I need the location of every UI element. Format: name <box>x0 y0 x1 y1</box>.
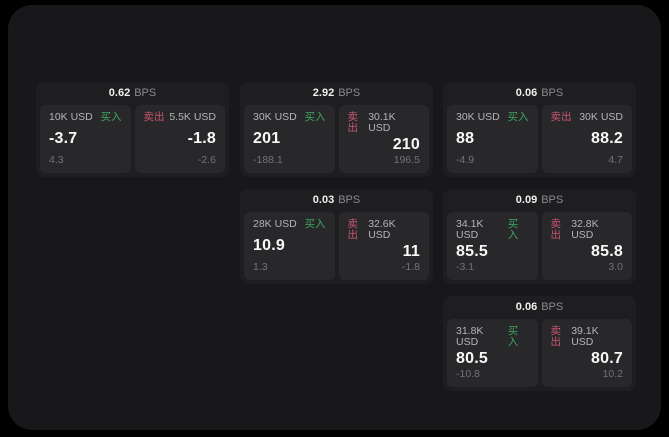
spread-value: 0.06 <box>515 301 538 313</box>
quote-panels: 10K USD 买入 -3.7 4.3 卖出 5.5K USD -1.8 -2.… <box>36 105 229 173</box>
buy-label: 买入 <box>100 111 122 123</box>
buy-label: 买入 <box>304 111 326 123</box>
buy-amount: 28K USD <box>253 218 297 230</box>
buy-tile[interactable]: 30K USD 买入 201 -188.1 <box>244 105 335 173</box>
buy-price: 80.5 <box>456 349 488 367</box>
sell-price: -1.8 <box>187 130 216 147</box>
sell-delta: 3.0 <box>608 261 623 273</box>
spread-value: 0.09 <box>515 194 538 206</box>
sell-delta: 10.2 <box>602 368 623 380</box>
sell-amount: 39.1K USD <box>571 325 599 348</box>
buy-amount: 30K USD <box>253 111 297 123</box>
buy-delta: -10.8 <box>456 368 480 380</box>
buy-label: 买入 <box>507 111 529 123</box>
sell-amount: 32.8K USD <box>571 218 599 241</box>
buy-label: 买入 <box>507 325 519 348</box>
sell-amount: 5.5K USD <box>169 111 216 123</box>
buy-price: 88 <box>456 130 475 147</box>
buy-price: 10.9 <box>253 237 285 254</box>
buy-amount: 30K USD <box>456 111 500 123</box>
sell-amount: 30K USD <box>579 111 623 123</box>
buy-delta: 4.3 <box>49 154 64 166</box>
quote-panels: 30K USD 买入 88 -4.9 卖出 30K USD 88.2 4.7 <box>443 105 636 173</box>
buy-label: 买入 <box>304 218 326 230</box>
buy-amount: 10K USD <box>49 111 93 123</box>
spread-value: 0.03 <box>312 194 335 206</box>
sell-tile[interactable]: 卖出 30.1K USD 210 196.5 <box>338 105 429 173</box>
sell-delta: 4.7 <box>608 154 623 166</box>
sell-tile[interactable]: 卖出 39.1K USD 80.7 10.2 <box>541 319 632 387</box>
quote-panels: 34.1K USD 买入 85.5 -3.1 卖出 32.8K USD 85.8… <box>443 212 636 280</box>
sell-label: 卖出 <box>550 218 562 241</box>
buy-tile[interactable]: 31.8K USD 买入 80.5 -10.8 <box>447 319 538 387</box>
sell-tile[interactable]: 卖出 5.5K USD -1.8 -2.6 <box>134 105 225 173</box>
spread-unit: BPS <box>338 87 361 99</box>
app-window: 0.62 BPS 10K USD 买入 -3.7 4.3 卖出 5.5K USD <box>8 5 661 430</box>
buy-amount: 34.1K USD <box>456 218 484 241</box>
buy-price: 85.5 <box>456 242 488 260</box>
spread-unit: BPS <box>134 87 157 99</box>
buy-tile[interactable]: 30K USD 买入 88 -4.9 <box>447 105 538 173</box>
sell-label: 卖出 <box>550 325 562 348</box>
spread-value: 0.62 <box>108 87 131 99</box>
spread-header: 0.62 BPS <box>36 82 229 105</box>
sell-label: 卖出 <box>347 111 359 134</box>
quote-panels: 31.8K USD 买入 80.5 -10.8 卖出 39.1K USD 80.… <box>443 319 636 387</box>
buy-tile[interactable]: 28K USD 买入 10.9 1.3 <box>244 212 335 280</box>
buy-delta: -3.1 <box>456 261 475 273</box>
spread-header: 0.06 BPS <box>443 296 636 319</box>
buy-delta: -4.9 <box>456 154 475 166</box>
quote-panels: 30K USD 买入 201 -188.1 卖出 30.1K USD 210 1… <box>240 105 433 173</box>
buy-delta: -188.1 <box>253 154 283 166</box>
sell-tile[interactable]: 卖出 32.6K USD 11 -1.8 <box>338 212 429 280</box>
buy-amount: 31.8K USD <box>456 325 484 348</box>
spread-unit: BPS <box>338 194 361 206</box>
spread-unit: BPS <box>541 301 564 313</box>
quote-card-6: 0.06 BPS 31.8K USD 买入 80.5 -10.8 卖出 39.1… <box>443 296 636 391</box>
sell-price: 210 <box>392 135 420 153</box>
sell-delta: 196.5 <box>393 154 420 166</box>
quote-card-5: 0.09 BPS 34.1K USD 买入 85.5 -3.1 卖出 32.8K… <box>443 189 636 284</box>
spread-value: 2.92 <box>312 87 335 99</box>
buy-tile[interactable]: 10K USD 买入 -3.7 4.3 <box>40 105 131 173</box>
spread-header: 0.03 BPS <box>240 189 433 212</box>
sell-label: 卖出 <box>143 111 165 123</box>
sell-price: 80.7 <box>591 349 623 367</box>
spread-value: 0.06 <box>515 87 538 99</box>
sell-price: 88.2 <box>591 130 623 147</box>
sell-price: 85.8 <box>591 242 623 260</box>
sell-delta: -1.8 <box>401 261 420 273</box>
sell-label: 卖出 <box>347 218 359 241</box>
sell-tile[interactable]: 卖出 30K USD 88.2 4.7 <box>541 105 632 173</box>
spread-header: 0.09 BPS <box>443 189 636 212</box>
buy-price: -3.7 <box>49 130 78 147</box>
buy-tile[interactable]: 34.1K USD 买入 85.5 -3.1 <box>447 212 538 280</box>
sell-label: 卖出 <box>550 111 572 123</box>
quote-panels: 28K USD 买入 10.9 1.3 卖出 32.6K USD 11 -1.8 <box>240 212 433 280</box>
spread-header: 2.92 BPS <box>240 82 433 105</box>
spread-unit: BPS <box>541 194 564 206</box>
sell-delta: -2.6 <box>197 154 216 166</box>
quote-card-3: 0.06 BPS 30K USD 买入 88 -4.9 卖出 30K USD <box>443 82 636 177</box>
sell-amount: 32.6K USD <box>368 218 396 241</box>
sell-price: 11 <box>402 242 420 260</box>
buy-delta: 1.3 <box>253 261 268 273</box>
sell-amount: 30.1K USD <box>368 111 396 134</box>
quote-card-2: 2.92 BPS 30K USD 买入 201 -188.1 卖出 30.1K … <box>240 82 433 177</box>
sell-tile[interactable]: 卖出 32.8K USD 85.8 3.0 <box>541 212 632 280</box>
spread-header: 0.06 BPS <box>443 82 636 105</box>
quote-card-1: 0.62 BPS 10K USD 买入 -3.7 4.3 卖出 5.5K USD <box>36 82 229 177</box>
spread-unit: BPS <box>541 87 564 99</box>
buy-price: 201 <box>253 130 281 147</box>
quote-card-4: 0.03 BPS 28K USD 买入 10.9 1.3 卖出 32.6K US… <box>240 189 433 284</box>
buy-label: 买入 <box>507 218 519 241</box>
